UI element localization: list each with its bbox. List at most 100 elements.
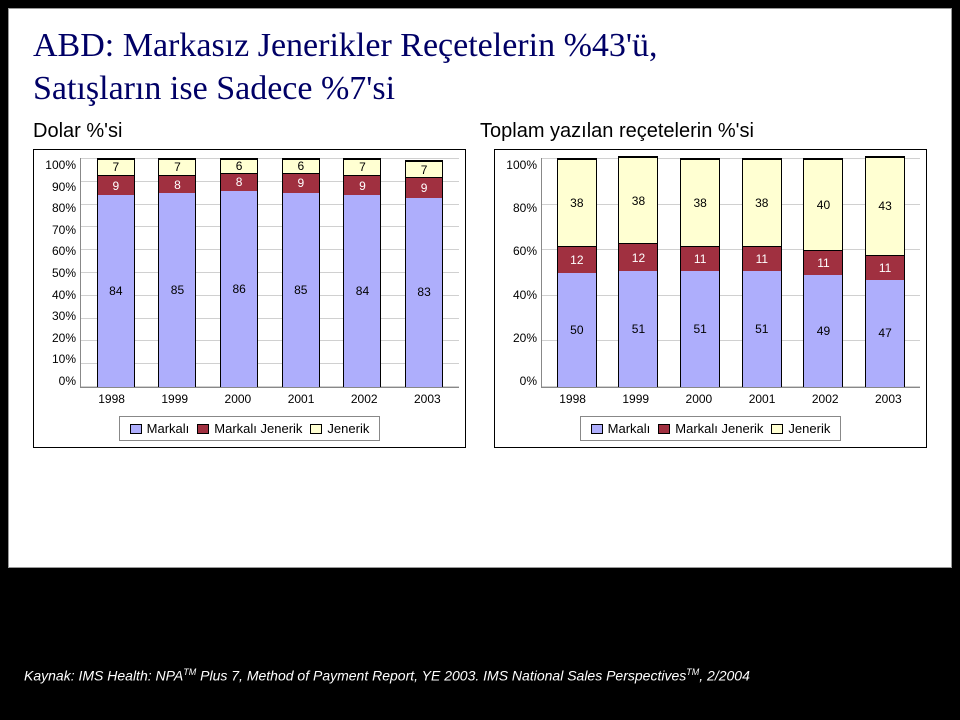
segment-markali-jenerik: 11 [804,250,842,275]
segment-jenerik: 7 [159,159,195,175]
legend-item: Markalı Jenerik [197,421,302,436]
legend-swatch [591,424,603,434]
segment-markali: 84 [98,195,134,387]
x-tick-label: 1998 [559,392,586,406]
x-tick-label: 2001 [288,392,315,406]
y-tick-label: 20% [52,331,76,345]
y-tick-label: 0% [520,374,537,388]
right-legend: Markalı Markalı Jenerik Jenerik [580,416,842,441]
y-tick-label: 90% [52,180,76,194]
segment-markali: 50 [558,273,596,387]
right-chart-body: 100%80%60%40%20%0% 501238511238511138511… [501,158,920,388]
right-columns: 501238511238511138511138491140471143 [542,158,920,387]
slide-title: ABD: Markasız Jenerikler Reçetelerin %43… [9,9,951,114]
bar-column: 511138 [742,158,782,387]
x-tick-label: 1999 [622,392,649,406]
segment-jenerik: 7 [98,159,134,175]
legend-item: Markalı Jenerik [658,421,763,436]
legend-swatch [658,424,670,434]
left-plot-area: 849785878686859684978397 [80,158,459,388]
segment-markali-jenerik: 8 [159,175,195,193]
legend-swatch [197,424,209,434]
y-tick-label: 0% [59,374,76,388]
segment-markali: 49 [804,275,842,387]
segment-markali: 84 [344,195,380,387]
y-tick-label: 40% [513,288,537,302]
segment-markali-jenerik: 12 [619,243,657,270]
right-x-axis: 1998 1999 2000 2001 2002 2003 [501,388,920,406]
y-tick-label: 80% [513,201,537,215]
x-tick-label: 2002 [351,392,378,406]
segment-markali: 51 [681,271,719,387]
y-tick-label: 50% [52,266,76,280]
left-chart-panel: 100%90%80%70%60%50%40%30%20%10%0% 849785… [33,149,466,448]
left-chart-subtitle: Dolar %'si [33,120,480,143]
left-columns: 849785878686859684978397 [81,158,459,387]
y-tick-label: 100% [45,158,76,172]
x-tick-label: 1999 [161,392,188,406]
left-y-axis: 100%90%80%70%60%50%40%30%20%10%0% [40,158,80,388]
segment-markali: 51 [619,271,657,387]
y-tick-label: 20% [513,331,537,345]
segment-jenerik: 38 [558,159,596,246]
y-tick-label: 10% [52,352,76,366]
slide-panel: ABD: Markasız Jenerikler Reçetelerin %43… [8,8,952,568]
segment-jenerik: 6 [221,159,257,173]
legend-item: Jenerik [771,421,830,436]
legend-swatch [310,424,322,434]
bar-column: 8587 [158,158,196,387]
source-mid: Plus 7, Method of Payment Report, YE 200… [196,668,686,684]
title-line-2: Satışların ise Sadece %7'si [33,70,395,107]
y-tick-label: 70% [52,223,76,237]
segment-markali: 83 [406,198,442,387]
segment-jenerik: 38 [681,159,719,246]
bar-column: 8397 [405,160,443,387]
bar-column: 511138 [680,158,720,387]
bar-column: 8497 [97,158,135,387]
segment-markali-jenerik: 9 [98,175,134,196]
legend-item: Jenerik [310,421,369,436]
segment-jenerik: 43 [866,157,904,255]
x-tick-label: 2003 [875,392,902,406]
segment-markali-jenerik: 11 [743,246,781,271]
source-suffix: , 2/2004 [699,668,750,684]
y-tick-label: 30% [52,309,76,323]
segment-jenerik: 7 [344,159,380,175]
x-tick-label: 2000 [686,392,713,406]
bar-column: 471143 [865,156,905,387]
x-tick-label: 2003 [414,392,441,406]
right-chart-panel: 100%80%60%40%20%0% 501238511238511138511… [494,149,927,448]
segment-markali: 85 [159,193,195,387]
tm-mark-1: TM [183,667,196,677]
y-tick-label: 100% [506,158,537,172]
segment-jenerik: 38 [743,159,781,246]
segment-markali-jenerik: 12 [558,246,596,273]
left-chart-body: 100%90%80%70%60%50%40%30%20%10%0% 849785… [40,158,459,388]
segment-markali-jenerik: 9 [344,175,380,196]
segment-markali-jenerik: 11 [681,246,719,271]
left-legend: Markalı Markalı Jenerik Jenerik [119,416,381,441]
bar-column: 491140 [803,158,843,387]
legend-label: Markalı [147,421,190,436]
legend-label: Markalı Jenerik [214,421,302,436]
segment-jenerik: 7 [406,161,442,177]
right-plot-area: 501238511238511138511138491140471143 [541,158,920,388]
legend-label: Markalı [608,421,651,436]
x-tick-label: 2001 [749,392,776,406]
bar-column: 8686 [220,158,258,387]
legend-swatch [130,424,142,434]
source-prefix: Kaynak: IMS Health: NPA [24,668,183,684]
segment-jenerik: 38 [619,157,657,244]
bar-column: 511238 [618,156,658,387]
segment-markali: 51 [743,271,781,387]
x-tick-label: 2002 [812,392,839,406]
tm-mark-2: TM [686,667,699,677]
bar-column: 8497 [343,158,381,387]
segment-markali-jenerik: 9 [406,177,442,198]
legend-label: Markalı Jenerik [675,421,763,436]
right-y-axis: 100%80%60%40%20%0% [501,158,541,388]
segment-markali: 86 [221,191,257,387]
x-tick-label: 2000 [225,392,252,406]
charts-row: 100%90%80%70%60%50%40%30%20%10%0% 849785… [9,145,951,448]
y-tick-label: 60% [52,244,76,258]
